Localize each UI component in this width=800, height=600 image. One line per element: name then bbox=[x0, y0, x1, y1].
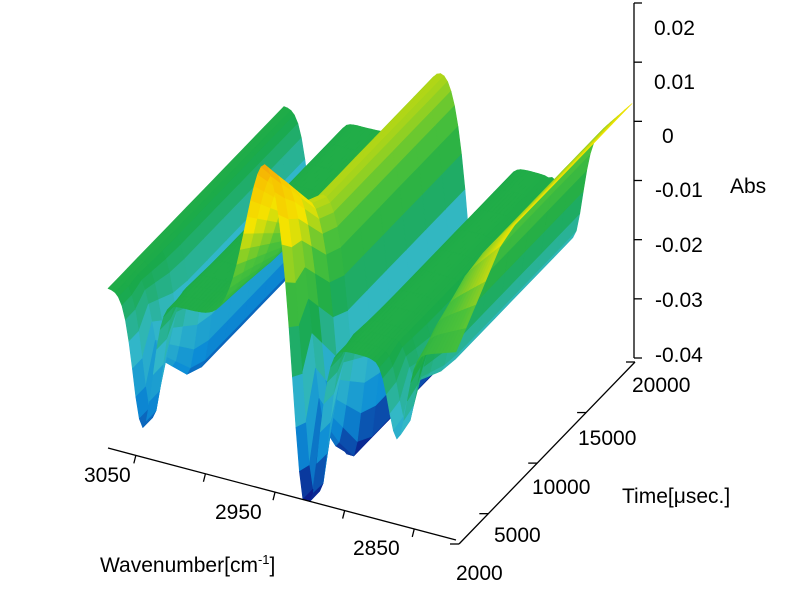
z-tick-label: -0.01 bbox=[655, 179, 703, 202]
z-axis-title: Abs bbox=[730, 175, 767, 198]
wavenumber-tick-mark bbox=[272, 492, 276, 501]
z-tick-label: -0.02 bbox=[655, 234, 703, 257]
x-axis-title-superscript: -1 bbox=[257, 552, 270, 567]
y-tick-label: 10000 bbox=[532, 476, 591, 499]
x-tick-label: 2850 bbox=[353, 537, 400, 560]
z-tick-label: -0.04 bbox=[655, 344, 703, 367]
x-axis-title: Wavenumber[cm-1] bbox=[100, 552, 276, 577]
wavenumber-axis-line bbox=[107, 447, 457, 541]
wavenumber-tick-mark bbox=[202, 473, 207, 482]
time-axis-line bbox=[458, 361, 636, 545]
x-tick-label: 2950 bbox=[215, 501, 262, 524]
surface-patch bbox=[608, 103, 633, 128]
wavenumber-tick-mark bbox=[411, 528, 415, 538]
y-tick-label: 20000 bbox=[632, 374, 691, 397]
y-tick-label: 15000 bbox=[578, 427, 637, 450]
surface-patch bbox=[452, 328, 467, 353]
y-tick-label: 2000 bbox=[456, 562, 503, 585]
y-tick-label: 5000 bbox=[494, 524, 541, 547]
y-axis-title: Time[μsec.] bbox=[622, 485, 731, 508]
z-tick-label: 0.02 bbox=[654, 17, 695, 40]
wavenumber-tick-mark bbox=[133, 455, 137, 464]
surface-patch bbox=[589, 123, 613, 148]
z-tick-label: -0.03 bbox=[655, 289, 703, 312]
z-tick-label: 0.01 bbox=[654, 71, 695, 94]
z-tick-label: 0 bbox=[662, 125, 674, 148]
wavenumber-tick-mark bbox=[342, 510, 346, 519]
x-tick-label: 3050 bbox=[84, 464, 131, 487]
